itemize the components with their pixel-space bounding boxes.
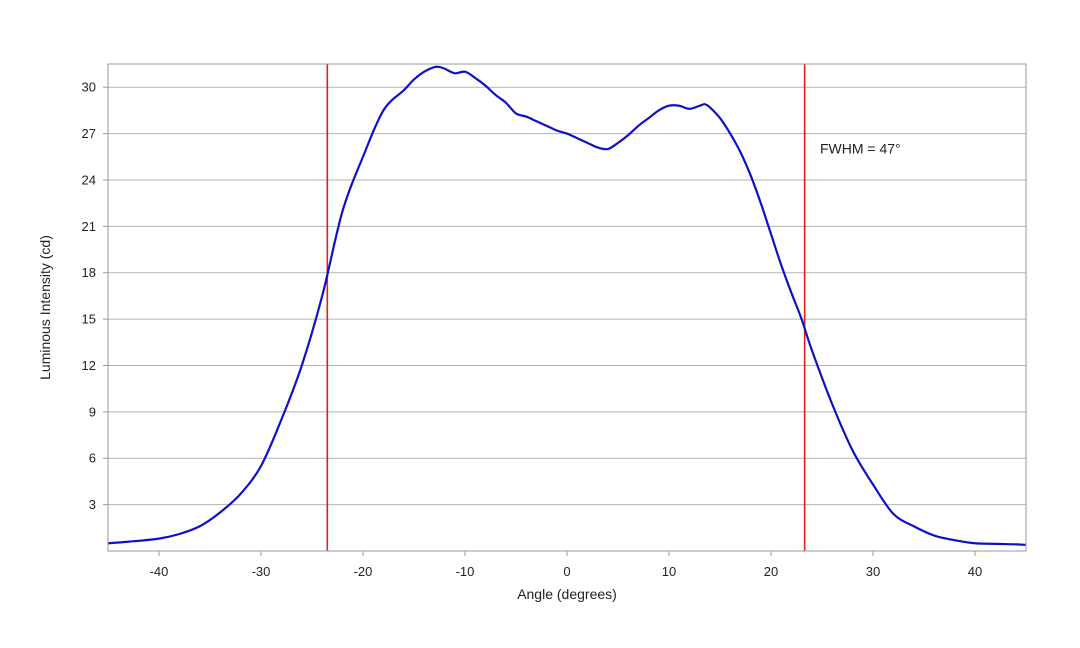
series-line bbox=[107, 65, 1027, 546]
y-tick-label: 12 bbox=[82, 358, 96, 373]
y-tick-label: 30 bbox=[82, 80, 96, 95]
y-axis-title: Luminous Intensity (cd) bbox=[37, 235, 53, 380]
y-tick-label: 9 bbox=[89, 404, 96, 419]
x-tick-label: -10 bbox=[456, 564, 475, 579]
series-layer bbox=[107, 65, 1027, 546]
x-tick-label: -30 bbox=[252, 564, 271, 579]
x-tick-label: 30 bbox=[866, 564, 880, 579]
y-tick-label: 27 bbox=[82, 126, 96, 141]
y-axis-ticks: 3 6 9 12 15 18 21 24 27 30 bbox=[82, 80, 108, 512]
x-tick-label: 0 bbox=[563, 564, 570, 579]
fwhm-markers bbox=[326, 64, 806, 551]
y-tick-label: 3 bbox=[89, 497, 96, 512]
y-tick-label: 15 bbox=[82, 312, 96, 327]
x-axis-ticks: -40 -30 -20 -10 0 10 20 30 40 bbox=[150, 551, 982, 579]
x-axis-title: Angle (degrees) bbox=[517, 586, 617, 602]
y-tick-label: 6 bbox=[89, 451, 96, 466]
x-tick-label: -40 bbox=[150, 564, 169, 579]
y-tick-label: 18 bbox=[82, 265, 96, 280]
x-tick-label: 10 bbox=[662, 564, 676, 579]
y-tick-label: 24 bbox=[82, 172, 96, 187]
y-tick-label: 21 bbox=[82, 219, 96, 234]
x-tick-label: -20 bbox=[354, 564, 373, 579]
plot-frame bbox=[107, 63, 1027, 552]
x-tick-label: 20 bbox=[764, 564, 778, 579]
x-tick-label: 40 bbox=[968, 564, 982, 579]
fwhm-annotation: FWHM = 47° bbox=[820, 141, 901, 157]
